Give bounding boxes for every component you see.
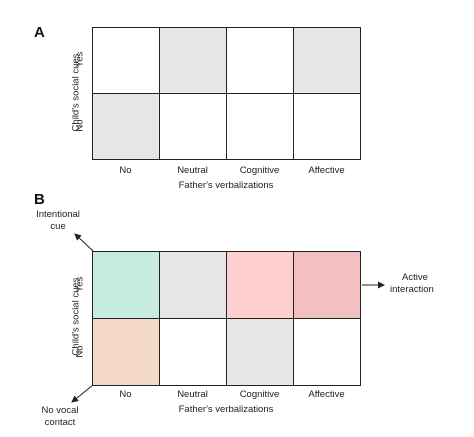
panel-b-x-axis-title: Father's verbalizations <box>178 404 274 415</box>
panel-a-column-label-1: Neutral <box>177 165 208 176</box>
annotation-active-interaction: Active interaction <box>390 272 450 296</box>
panel-a-cell-r1-c1 <box>159 93 227 160</box>
arrow-intentional-cue <box>74 233 94 252</box>
panel-b-cell-r0-c3 <box>293 251 361 319</box>
panel-b-cell-r1-c2 <box>226 318 294 386</box>
panel-a-cell-r1-c0 <box>92 93 160 160</box>
panel-b-column-label-3: Affective <box>308 389 345 400</box>
annotation-intentional-cue-line2: cue <box>50 221 66 232</box>
panel-a-label: A <box>34 24 45 41</box>
annotation-no-vocal-contact-line1: No vocal <box>41 405 79 416</box>
panel-a-column-label-2: Cognitive <box>239 165 280 176</box>
panel-a-cell-r1-c2 <box>226 93 294 160</box>
panel-a-column-label-3: Affective <box>308 165 345 176</box>
annotation-no-vocal-contact-line2: contact <box>44 417 76 428</box>
panel-b-column-label-1: Neutral <box>177 389 208 400</box>
panel-a-column-label-0: No <box>119 165 132 176</box>
panel-a-x-axis-title: Father's verbalizations <box>178 180 274 191</box>
annotation-intentional-cue: Intentional cue <box>20 209 96 233</box>
panel-b-column-label-0: No <box>119 389 132 400</box>
panel-b-column-label-2: Cognitive <box>239 389 280 400</box>
annotation-active-interaction-line1: Active <box>402 272 428 283</box>
annotation-active-interaction-line2: interaction <box>390 284 434 295</box>
annotation-intentional-cue-line1: Intentional <box>36 209 80 220</box>
panel-a-cell-r0-c3 <box>293 27 361 94</box>
panel-b-cell-r1-c1 <box>159 318 227 386</box>
arrow-no-vocal-contact <box>71 384 94 403</box>
panel-b-cell-r1-c3 <box>293 318 361 386</box>
panel-a-cell-r0-c0 <box>92 27 160 94</box>
annotation-no-vocal-contact: No vocal contact <box>30 405 90 429</box>
panel-b-cell-r1-c0 <box>92 318 160 386</box>
panel-b-label: B <box>34 191 45 208</box>
panel-a-cell-r1-c3 <box>293 93 361 160</box>
